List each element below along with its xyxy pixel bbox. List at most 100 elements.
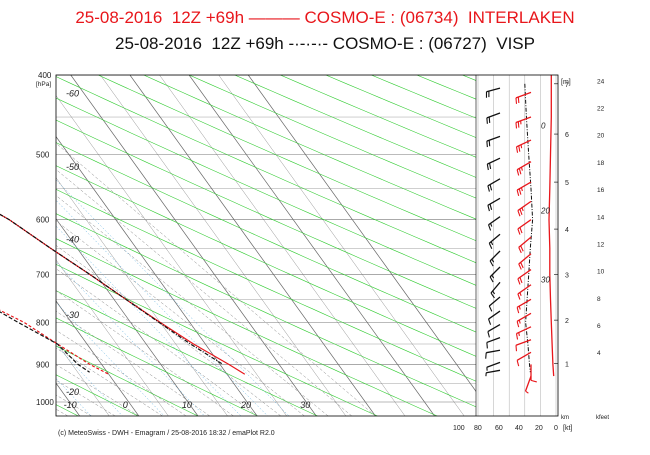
dry-adiabat-line [56, 76, 476, 264]
dry-adiabat-line [56, 142, 476, 333]
chart-title-visp: 25-08-2016 12Z +69h -·-·-·- COSMO-E : (0… [115, 34, 535, 53]
dry-adiabat-line [234, 75, 476, 178]
isotherm-line [56, 341, 110, 416]
humidity-tick-label: 20 [535, 425, 543, 432]
dry-adiabat-line [143, 75, 476, 220]
wind-barb-interlaken-flag [516, 189, 520, 197]
pressure-unit-label: [hPa] [36, 81, 51, 88]
wind-barb-visp-flag [487, 205, 490, 212]
moist-adiabat-line [56, 268, 258, 416]
wind-barb-interlaken-flag [520, 187, 523, 192]
temperature-tick-label: 30 [300, 400, 310, 410]
height-km-label: km [561, 415, 569, 421]
humidity-interlaken-line [548, 75, 555, 377]
dry-adiabat-line [280, 75, 476, 158]
dry-adiabat-line [56, 374, 139, 416]
kfeet-tick-label: 24 [597, 78, 605, 85]
wind-barb-interlaken-flag [520, 245, 524, 252]
wind-barb-interlaken [516, 139, 532, 148]
wind-barb-interlaken [518, 236, 532, 248]
wind-barb-interlaken [516, 181, 532, 191]
wind-barb-interlaken-flag [520, 144, 523, 149]
wind-barb-interlaken-flag [517, 96, 520, 104]
pressure-tick-label: 800 [36, 318, 50, 327]
wind-barb-visp-flag [488, 116, 491, 124]
dry-adiabat-line [56, 317, 258, 416]
pressure-tick-label: 600 [36, 216, 50, 225]
wind-barb-visp-flag [490, 292, 495, 299]
wind-barb-interlaken-flag [516, 169, 520, 176]
wind-barb-visp-flag [487, 185, 490, 192]
kfeet-label: kfeet [596, 415, 609, 421]
wind-barb-interlaken-flag [516, 360, 520, 367]
humidity-tick-label: 60 [495, 425, 503, 432]
wind-barb-interlaken [517, 269, 532, 280]
isotherm-line [56, 259, 169, 416]
kfeet-tick-label: 14 [597, 214, 605, 221]
wind-barb-visp-flag [488, 140, 491, 147]
kfeet-tick-label: 4 [597, 350, 601, 357]
wind-barb-interlaken [516, 351, 532, 361]
dry-adiabat-label: -30 [66, 310, 79, 320]
wind-barb-interlaken-flag [518, 332, 520, 337]
wind-barb-visp-flag [489, 162, 492, 170]
wind-barb-interlaken-flag [517, 228, 521, 235]
moist-adiabat-line [56, 364, 139, 416]
temperature-tick-label: 10 [182, 400, 192, 410]
wind-barb-visp-flag [488, 318, 492, 325]
isotherm-line [188, 75, 435, 416]
isotherm-line [56, 136, 258, 416]
dry-adiabat-line [371, 75, 476, 119]
wind-barb-interlaken [518, 253, 532, 265]
wind-barb-interlaken-flag [515, 345, 518, 352]
moist-adiabat-line [56, 408, 68, 416]
wind-barb-interlaken [517, 200, 532, 212]
wind-barb-interlaken [517, 219, 532, 230]
dry-adiabat-label: -60 [66, 89, 79, 99]
isotherm-line [218, 75, 465, 416]
humidity-tick-label: 80 [474, 425, 482, 432]
dry-adiabat-line [56, 238, 438, 416]
wind-barb-interlaken-flag [516, 307, 520, 314]
height-tick-label: 4 [565, 227, 569, 234]
kfeet-tick-label: 10 [597, 269, 605, 276]
pressure-tick-label: 400 [38, 71, 52, 80]
wind-barb-interlaken-flag [520, 167, 523, 171]
moist-adiabat-line [56, 220, 305, 416]
mixing-ratio-line [56, 302, 165, 416]
kfeet-tick-label: 16 [597, 187, 605, 194]
wind-barb-interlaken-flag [515, 97, 518, 104]
pressure-tick-label: 700 [36, 271, 50, 280]
isotherm-line [0, 75, 21, 416]
kfeet-tick-label: 8 [597, 296, 601, 303]
wind-barb-interlaken-flag [518, 168, 522, 175]
wind-barb-visp-flag [485, 352, 487, 359]
wind-barb-interlaken [517, 284, 532, 295]
wind-barb-visp-flag [487, 331, 490, 338]
height-tick-label: 5 [565, 180, 569, 187]
series-interlaken-temperature [0, 213, 246, 375]
wind-barb-interlaken-flag [525, 390, 529, 394]
isotherm-line [100, 75, 347, 416]
series-interlaken-dewpoint [0, 309, 109, 375]
dry-adiabat-line [416, 75, 476, 100]
mixing-ratio-line [56, 199, 268, 416]
wind-barb-interlaken [524, 375, 532, 392]
wind-barb-visp-flag [491, 258, 495, 263]
wind-barb-interlaken-flag [517, 293, 521, 300]
moist-adiabat-line [56, 310, 210, 416]
moist-adiabat-line [0, 75, 21, 416]
wind-barb-interlaken-flag [518, 305, 521, 310]
temperature-tick-label: -10 [64, 400, 77, 410]
isotherm-line [129, 75, 376, 416]
plot-frame [55, 74, 559, 417]
wind-barb-interlaken-flag [518, 188, 522, 195]
wind-barb-visp [486, 361, 501, 368]
moist-adiabat-line [56, 245, 281, 416]
wind-barb-visp-flag [491, 274, 495, 279]
dry-adiabat-label: -50 [66, 162, 79, 172]
humidity-unit-label: [kt] [563, 425, 572, 432]
wind-barb-interlaken-flag [518, 145, 521, 152]
